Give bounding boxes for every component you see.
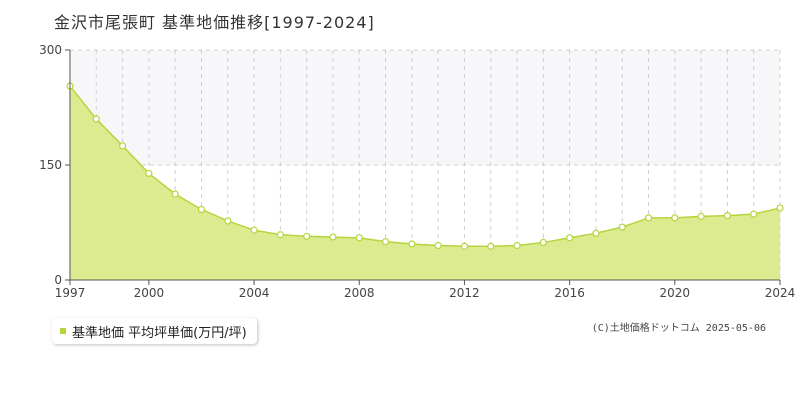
data-point bbox=[171, 190, 179, 198]
x-tick-label: 2008 bbox=[344, 286, 375, 300]
legend-label: 基準地価 平均坪単価(万円/坪) bbox=[72, 325, 247, 341]
x-tick-label: 2024 bbox=[765, 286, 796, 300]
x-tick-label: 2000 bbox=[134, 286, 165, 300]
data-point bbox=[513, 241, 521, 250]
data-point bbox=[408, 240, 416, 248]
x-tick-label: 2004 bbox=[239, 286, 270, 300]
chart-title: 金沢市尾張町 基準地価推移[1997-2024] bbox=[54, 13, 375, 32]
data-point bbox=[697, 212, 705, 220]
data-point bbox=[276, 231, 284, 239]
data-point bbox=[487, 242, 495, 250]
x-tick-label: 2020 bbox=[660, 286, 691, 300]
data-point bbox=[145, 169, 153, 178]
data-point bbox=[592, 229, 600, 237]
data-point bbox=[224, 217, 232, 225]
y-tick-label: 300 bbox=[39, 43, 62, 57]
plot-band-upper bbox=[70, 50, 780, 165]
x-tick-label: 2012 bbox=[449, 286, 480, 300]
data-point bbox=[776, 204, 784, 212]
data-point bbox=[250, 226, 258, 234]
data-point bbox=[750, 210, 758, 218]
data-point bbox=[671, 214, 679, 222]
data-point bbox=[539, 238, 547, 247]
legend: 基準地価 平均坪単価(万円/坪) bbox=[52, 318, 257, 344]
data-point bbox=[566, 234, 574, 242]
y-tick-label: 0 bbox=[54, 273, 62, 287]
data-point bbox=[118, 142, 127, 150]
legend-swatch bbox=[60, 328, 66, 334]
data-point bbox=[381, 238, 390, 246]
data-point bbox=[355, 234, 363, 242]
x-tick-label: 1997 bbox=[55, 286, 86, 300]
series-line bbox=[69, 85, 781, 248]
series-area bbox=[70, 86, 780, 281]
data-point bbox=[197, 205, 206, 214]
x-tick-label: 2016 bbox=[554, 286, 585, 300]
data-point bbox=[303, 232, 311, 240]
copyright-credit: (C)土地価格ドットコム 2025-05-06 bbox=[591, 323, 766, 334]
data-point bbox=[644, 214, 653, 222]
data-point bbox=[618, 223, 626, 231]
data-point bbox=[723, 212, 732, 220]
data-point bbox=[460, 242, 469, 250]
y-tick-label: 150 bbox=[39, 158, 62, 172]
data-point bbox=[92, 115, 100, 123]
data-point bbox=[329, 233, 337, 241]
data-point bbox=[434, 241, 442, 250]
